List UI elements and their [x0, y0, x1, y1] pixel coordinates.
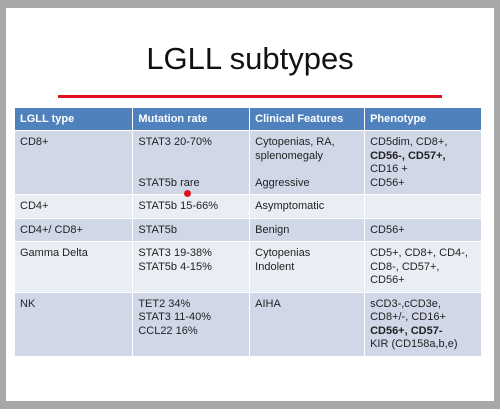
table-cell: CD5+, CD8+, CD4-, CD8-, CD57+, CD56+: [364, 241, 482, 292]
cell-line: CD8+/-, CD16+: [370, 311, 446, 323]
cell-line: Cytopenias: [255, 247, 311, 259]
cell-line: sCD3-,cCD3e,: [370, 297, 441, 310]
table-cell: CD56+: [364, 217, 482, 242]
cell-line: Aggressive: [255, 176, 310, 189]
table-row: CD4+ STAT5b 15-66% Asymptomatic: [15, 194, 482, 218]
table-cell: CD4+/ CD8+: [15, 217, 134, 242]
cell-line: CD4+/ CD8+: [20, 223, 83, 236]
table-cell: CD8+: [15, 130, 134, 195]
table-cell: STAT5b 15-66%: [132, 194, 251, 218]
table-row: CD8+ STAT3 20-70% STAT5b rare Cytopenias, R…: [15, 130, 482, 195]
cell-line: Indolent: [255, 260, 295, 273]
table-cell: Cytopenias Indolent: [249, 241, 366, 292]
cell-line: STAT3 19-38%: [138, 247, 212, 259]
cell-line: Benign: [255, 223, 290, 236]
header-cell: Clinical Features: [249, 108, 366, 131]
cell-line: CD56+: [370, 274, 405, 286]
cell-line: CD8-, CD57+,: [370, 260, 440, 273]
table-cell: [364, 194, 482, 218]
table-cell: CD4+: [15, 194, 134, 218]
subtype-table: LGLL type Mutation rate Clinical Features P…: [15, 108, 482, 356]
cell-line: KIR (CD158a,b,e): [370, 338, 458, 350]
table-cell: AIHA: [249, 291, 366, 356]
table-cell: Asymptomatic: [249, 194, 366, 218]
title-rule: [58, 95, 442, 98]
cell-line: CCL22 16%: [138, 324, 198, 337]
table-header: LGLL type Mutation rate Clinical Features P…: [15, 108, 482, 131]
table-cell: STAT5b: [132, 217, 251, 242]
cell-line: CD56+, CD57-: [370, 324, 443, 337]
cell-line: CD16 +: [370, 163, 408, 175]
cell-line: Gamma Delta: [20, 247, 88, 259]
slide: LGLL subtypes LGLL type Mutation rate Clin…: [6, 8, 494, 401]
cell-line: splenomegaly: [255, 149, 324, 162]
cell-line: Cytopenias, RA,: [255, 136, 335, 148]
cell-line: CD56+: [370, 176, 405, 189]
table-row: CD4+/ CD8+ STAT5b Benign CD56+: [15, 217, 482, 242]
cell-line: STAT3 11-40%: [138, 311, 212, 323]
slide-title: LGLL subtypes: [146, 41, 354, 76]
header-cell: Phenotype: [364, 108, 482, 131]
table-row: NK TET2 34% STAT3 11-40% CCL22 16% AIHA sCD3-…: [15, 291, 482, 356]
cell-line: STAT5b: [138, 223, 178, 236]
table-cell: Benign: [249, 217, 366, 242]
table-row: Gamma Delta STAT3 19-38% STAT5b 4-15% Cytop…: [15, 241, 482, 292]
table-cell: sCD3-,cCD3e, CD8+/-, CD16+ CD56+, CD57- KIR…: [364, 291, 482, 356]
table-cell: STAT3 20-70% STAT5b rare: [132, 130, 251, 195]
table-cell: Gamma Delta: [15, 241, 134, 292]
cell-line: AIHA: [255, 297, 281, 310]
cell-line: CD56+: [370, 223, 405, 236]
cell-line: TET2 34%: [138, 297, 191, 310]
pointer-dot: [184, 190, 191, 197]
header-cell: Mutation rate: [132, 108, 251, 131]
table-cell: CD5dim, CD8+, CD56-, CD57+, CD16 + CD56+: [364, 130, 482, 195]
table-cell: NK: [15, 291, 134, 356]
cell-line: CD4+: [20, 200, 49, 212]
cell-line: CD8+: [20, 136, 49, 148]
cell-line: STAT5b rare: [138, 176, 200, 189]
table-cell: STAT3 19-38% STAT5b 4-15%: [132, 241, 251, 292]
cell-line: STAT5b 15-66%: [138, 200, 218, 212]
table-cell: TET2 34% STAT3 11-40% CCL22 16%: [132, 291, 251, 356]
cell-line: STAT5b 4-15%: [138, 260, 212, 273]
cell-line: CD56-, CD57+,: [370, 149, 446, 162]
cell-line: NK: [20, 297, 36, 310]
cell-line: CD5+, CD8+, CD4-,: [370, 247, 468, 259]
cell-line: Asymptomatic: [255, 200, 325, 212]
header-cell: LGLL type: [15, 108, 134, 131]
table-cell: Cytopenias, RA, splenomegaly Aggressive: [249, 130, 366, 195]
cell-line: CD5dim, CD8+,: [370, 136, 448, 148]
cell-line: STAT3 20-70%: [138, 136, 212, 148]
